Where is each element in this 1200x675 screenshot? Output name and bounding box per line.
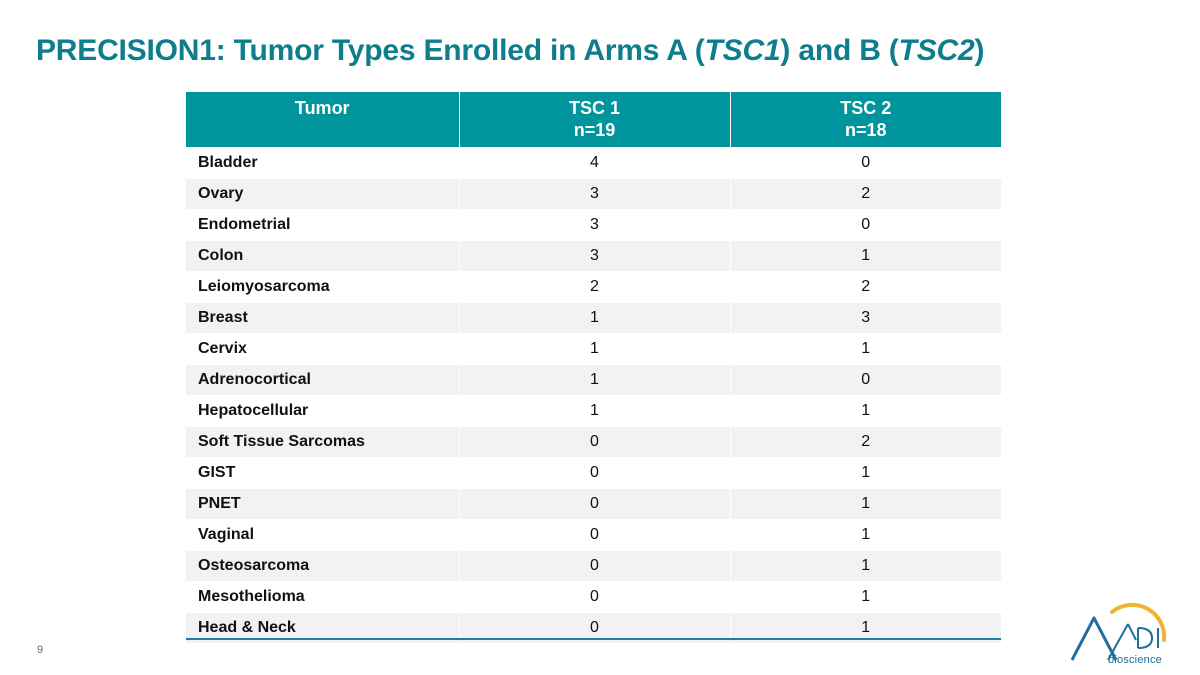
table-row: Cervix 1 1 <box>186 333 1001 365</box>
table-body: Bladder 4 0 Ovary 3 2 Endometrial 3 0 Co… <box>186 147 1001 643</box>
header-tumor-label: Tumor <box>294 98 350 118</box>
header-tsc1: TSC 1 n=19 <box>458 92 730 148</box>
table-row: Bladder 4 0 <box>186 147 1001 179</box>
tsc2-count-cell: 2 <box>729 178 1001 210</box>
tumor-name-cell: Soft Tissue Sarcomas <box>186 426 459 458</box>
tsc2-count-cell: 1 <box>729 457 1001 489</box>
tsc1-count-cell: 0 <box>458 519 730 551</box>
tsc1-count-cell: 0 <box>458 426 730 458</box>
tsc2-count-cell: 3 <box>729 302 1001 334</box>
tsc2-count-cell: 1 <box>729 612 1001 643</box>
tsc1-count-cell: 0 <box>458 488 730 520</box>
logo-text: bioscience <box>1108 654 1162 666</box>
table-row: Ovary 3 2 <box>186 178 1001 210</box>
tumor-name-cell: Adrenocortical <box>186 364 459 396</box>
table-header-row: Tumor TSC 1 n=19 TSC 2 n=18 <box>186 92 1001 148</box>
tsc1-count-cell: 1 <box>458 302 730 334</box>
tsc1-count-cell: 1 <box>458 395 730 427</box>
tsc1-count-cell: 1 <box>458 333 730 365</box>
tumor-name-cell: Head & Neck <box>186 612 459 643</box>
table-row: Mesothelioma 0 1 <box>186 581 1001 613</box>
table-row: Osteosarcoma 0 1 <box>186 550 1001 582</box>
tumor-name-cell: Mesothelioma <box>186 581 459 613</box>
tsc1-count-cell: 0 <box>458 612 730 643</box>
table-row: Head & Neck 0 1 <box>186 612 1001 643</box>
tumor-name-cell: Hepatocellular <box>186 395 459 427</box>
tsc1-count-cell: 0 <box>458 457 730 489</box>
table-row: Endometrial 3 0 <box>186 209 1001 241</box>
tsc1-count-cell: 3 <box>458 178 730 210</box>
tsc2-count-cell: 1 <box>729 581 1001 613</box>
tsc2-count-cell: 1 <box>729 519 1001 551</box>
tsc2-count-cell: 2 <box>729 271 1001 303</box>
tsc2-count-cell: 0 <box>729 147 1001 179</box>
tsc2-count-cell: 1 <box>729 550 1001 582</box>
tumor-name-cell: PNET <box>186 488 459 520</box>
tumor-name-cell: Ovary <box>186 178 459 210</box>
tsc2-count-cell: 2 <box>729 426 1001 458</box>
tsc1-count-cell: 0 <box>458 550 730 582</box>
tsc1-count-cell: 3 <box>458 209 730 241</box>
title-prefix: PRECISION1: Tumor Types Enrolled in Arms… <box>36 34 705 67</box>
tsc2-count-cell: 0 <box>729 209 1001 241</box>
tumor-name-cell: Leiomyosarcoma <box>186 271 459 303</box>
title-middle: ) and B ( <box>780 34 899 67</box>
header-tsc1-count: n=19 <box>573 120 616 140</box>
tsc2-count-cell: 1 <box>729 395 1001 427</box>
tumor-name-cell: Cervix <box>186 333 459 365</box>
aadi-logo-icon <box>1070 602 1167 661</box>
title-tsc2: TSC2 <box>898 34 975 67</box>
tsc1-count-cell: 2 <box>458 271 730 303</box>
table-row: Vaginal 0 1 <box>186 519 1001 551</box>
table-row: Breast 1 3 <box>186 302 1001 334</box>
tumor-name-cell: GIST <box>186 457 459 489</box>
tsc2-count-cell: 1 <box>729 240 1001 272</box>
table-row: Leiomyosarcoma 2 2 <box>186 271 1001 303</box>
tumor-name-cell: Breast <box>186 302 459 334</box>
tumor-types-table: Tumor TSC 1 n=19 TSC 2 n=18 Bladder 4 0 … <box>186 92 1001 643</box>
header-tsc2-count: n=18 <box>844 120 887 140</box>
tumor-name-cell: Bladder <box>186 147 459 179</box>
header-tsc2: TSC 2 n=18 <box>729 92 1001 148</box>
table-row: Adrenocortical 1 0 <box>186 364 1001 396</box>
table-row: Colon 3 1 <box>186 240 1001 272</box>
header-tumor: Tumor <box>186 92 459 148</box>
title-suffix: ) <box>974 34 985 67</box>
tumor-name-cell: Colon <box>186 240 459 272</box>
table-row: Hepatocellular 1 1 <box>186 395 1001 427</box>
tsc2-count-cell: 1 <box>729 333 1001 365</box>
slide-title: PRECISION1: Tumor Types Enrolled in Arms… <box>36 34 984 68</box>
header-tsc2-label: TSC 2 <box>840 98 892 118</box>
tumor-name-cell: Osteosarcoma <box>186 550 459 582</box>
table-bottom-rule <box>186 638 1001 640</box>
tumor-name-cell: Endometrial <box>186 209 459 241</box>
tsc1-count-cell: 4 <box>458 147 730 179</box>
tsc1-count-cell: 3 <box>458 240 730 272</box>
table-header: Tumor TSC 1 n=19 TSC 2 n=18 <box>186 92 1001 148</box>
tsc1-count-cell: 0 <box>458 581 730 613</box>
tsc2-count-cell: 0 <box>729 364 1001 396</box>
page-number: 9 <box>37 644 44 656</box>
table-row: PNET 0 1 <box>186 488 1001 520</box>
title-tsc1: TSC1 <box>704 34 781 67</box>
tsc1-count-cell: 1 <box>458 364 730 396</box>
tsc2-count-cell: 1 <box>729 488 1001 520</box>
header-tsc1-label: TSC 1 <box>568 98 620 118</box>
table-row: Soft Tissue Sarcomas 0 2 <box>186 426 1001 458</box>
table-row: GIST 0 1 <box>186 457 1001 489</box>
tumor-name-cell: Vaginal <box>186 519 459 551</box>
